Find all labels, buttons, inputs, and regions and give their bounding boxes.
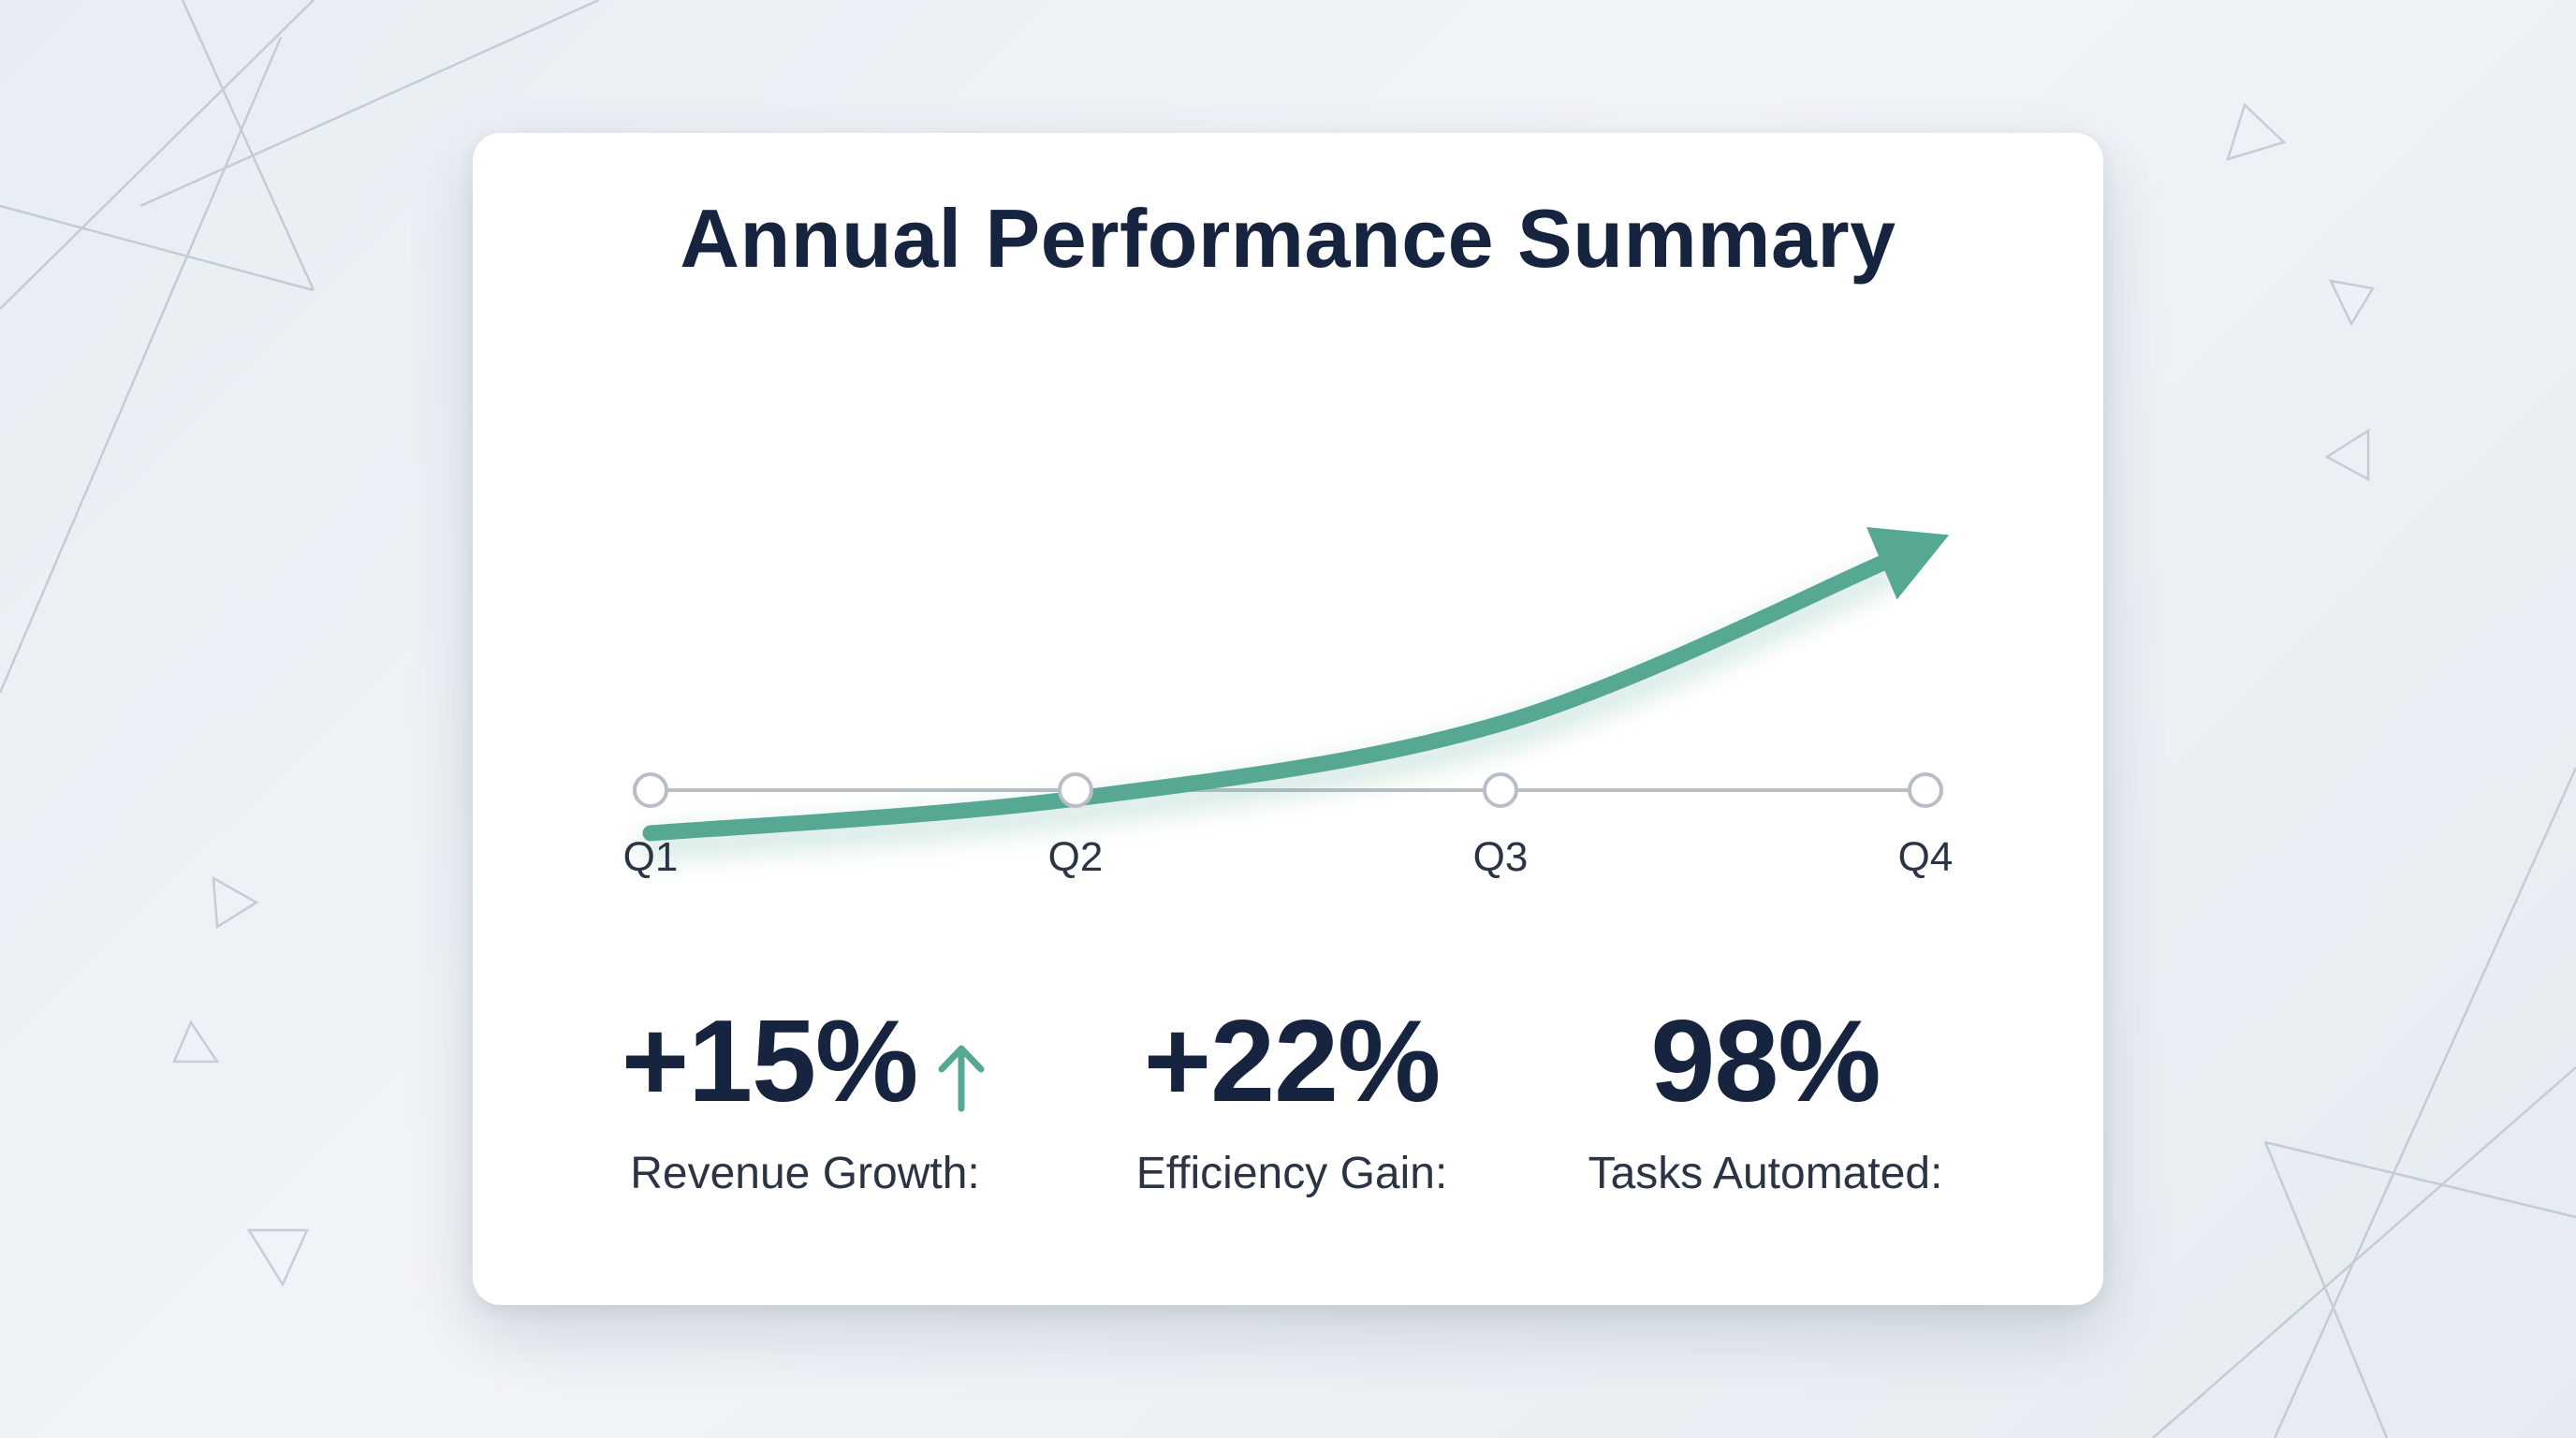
- stat-value-wrap: +15%: [622, 1004, 989, 1120]
- stat-tasks-automated: 98% Tasks Automated:: [1503, 1004, 2027, 1196]
- stat-value-wrap: +22%: [1143, 997, 1442, 1126]
- x-tick-label: Q1: [623, 834, 679, 880]
- efficiency-gain-value: +22%: [1143, 997, 1442, 1126]
- series-arrow-head: [1866, 526, 1950, 600]
- chart-title: Annual Performance Summary: [680, 192, 1896, 285]
- summary-card: Annual Performance Summary Q1 Q2 Q3 Q4 +15%…: [473, 133, 2103, 1305]
- series-line-glow: [638, 561, 1901, 858]
- stat-value-wrap: 98%: [1650, 997, 1881, 1126]
- x-tick-marker: [1483, 772, 1518, 808]
- revenue-growth-label: Revenue Growth:: [630, 1149, 980, 1198]
- stat-efficiency-gain: +22% Efficiency Gain:: [1030, 1004, 1554, 1196]
- revenue-growth-value: +15%: [621, 997, 919, 1126]
- tasks-automated-label: Tasks Automated:: [1588, 1149, 1943, 1198]
- series-line: [642, 552, 1896, 842]
- x-tick-label: Q4: [1898, 834, 1954, 880]
- growth-chart: Q1 Q2 Q3 Q4: [623, 526, 1954, 880]
- x-tick-label: Q3: [1473, 834, 1529, 880]
- x-tick-label: Q2: [1048, 834, 1104, 880]
- arrow-up-icon: [938, 1045, 985, 1112]
- efficiency-gain-label: Efficiency Gain:: [1135, 1149, 1448, 1198]
- stat-revenue-growth: +15% Revenue Growth:: [543, 1004, 1067, 1196]
- x-tick-marker: [633, 772, 668, 808]
- tasks-automated-value: 98%: [1650, 997, 1881, 1126]
- x-tick-marker: [1908, 772, 1943, 808]
- x-tick-marker: [1058, 772, 1093, 808]
